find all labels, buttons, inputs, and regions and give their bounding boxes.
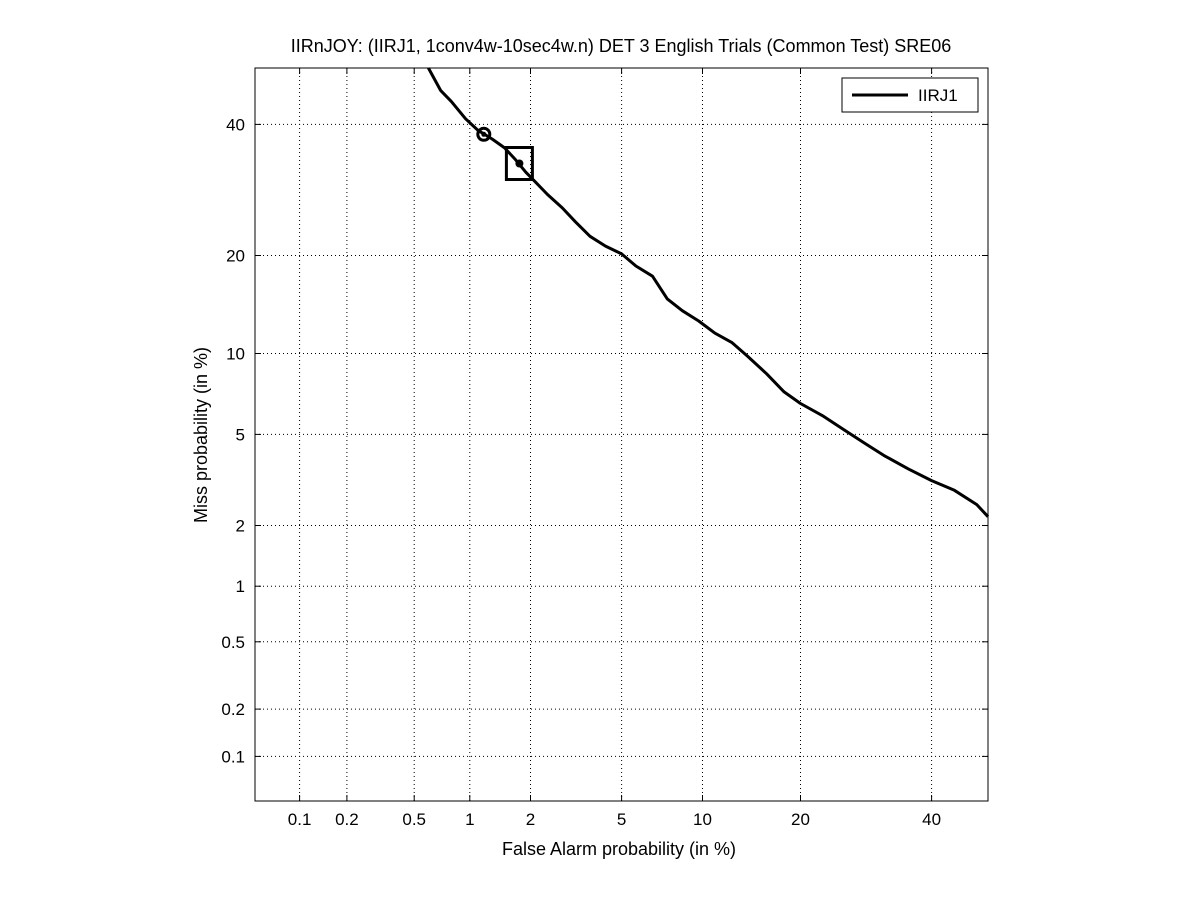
y-tick-label: 20 bbox=[226, 247, 245, 266]
y-tick-label: 0.5 bbox=[221, 633, 245, 652]
series-layer bbox=[427, 67, 990, 518]
y-tick-label: 2 bbox=[236, 517, 245, 536]
y-tick-label: 5 bbox=[236, 425, 245, 444]
legend-box bbox=[841, 77, 979, 113]
x-tick-label: 2 bbox=[526, 810, 535, 829]
actual-dcf-square-marker bbox=[504, 146, 534, 181]
plot-area bbox=[254, 67, 989, 802]
actual-dcf-square-dot bbox=[515, 159, 524, 168]
y-ticks: 0.1 0.2 0.5 1 2 5 10 20 40 bbox=[221, 115, 988, 766]
y-tick-label: 1 bbox=[236, 577, 245, 596]
x-tick-label: 0.5 bbox=[402, 810, 426, 829]
y-tick-label: 40 bbox=[226, 115, 245, 134]
series-line-iirj1 bbox=[427, 67, 990, 518]
y-axis-label: Miss probability (in %) bbox=[191, 347, 211, 523]
x-tick-label: 0.1 bbox=[288, 810, 312, 829]
min-dcf-circle-dot bbox=[481, 131, 487, 137]
min-dcf-circle-marker bbox=[476, 126, 492, 142]
marker-layer bbox=[476, 126, 534, 181]
x-tick-label: 20 bbox=[791, 810, 810, 829]
x-tick-label: 40 bbox=[922, 810, 941, 829]
legend: IIRJ1 bbox=[841, 77, 979, 113]
y-tick-label: 0.2 bbox=[221, 700, 245, 719]
legend-label-iirj1: IIRJ1 bbox=[918, 86, 958, 105]
x-tick-label: 5 bbox=[617, 810, 626, 829]
x-axis-label: False Alarm probability (in %) bbox=[502, 839, 736, 859]
x-tick-label: 10 bbox=[693, 810, 712, 829]
y-tick-label: 0.1 bbox=[221, 747, 245, 766]
x-ticks: 0.1 0.2 0.5 1 2 5 10 20 40 bbox=[288, 68, 941, 829]
x-tick-label: 0.2 bbox=[335, 810, 359, 829]
chart-title: IIRnJOY: (IIRJ1, 1conv4w-10sec4w.n) DET … bbox=[291, 36, 952, 56]
x-tick-label: 1 bbox=[465, 810, 474, 829]
grid-lines bbox=[255, 68, 988, 801]
y-tick-label: 10 bbox=[226, 345, 245, 364]
